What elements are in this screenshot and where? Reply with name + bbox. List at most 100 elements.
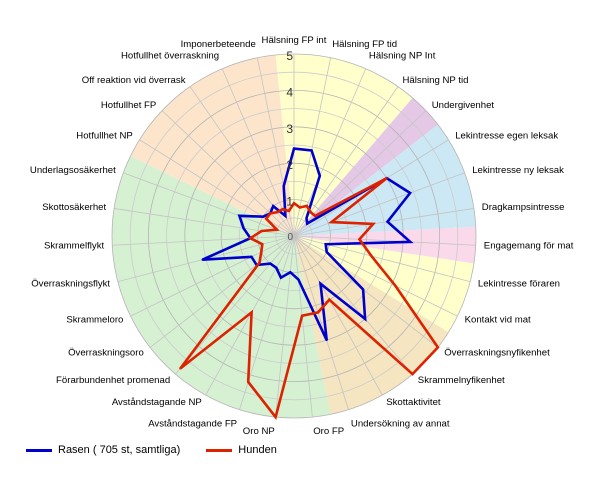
series-1-point-27 [269,212,272,215]
category-label-2: Hälsning NP Int [369,50,436,61]
series-0-point-8 [409,241,412,243]
series-1-point-20 [258,261,261,264]
series-1-point-3 [309,211,312,214]
series-0-point-21 [250,255,253,258]
series-0-point-9 [324,243,327,246]
category-label-22: Överraskningsflykt [31,279,110,290]
category-label-19: Förarbundenhet promenad [56,375,170,386]
series-1-point-16 [274,416,277,418]
series-line-0 [201,147,414,341]
grid-spoke-15 [293,235,313,418]
series-1-point-10 [394,284,397,287]
category-label-18: Avståndstagande NP [112,397,202,408]
category-label-7: Dragkampsintresse [482,202,565,213]
series-0-point-2 [318,174,321,177]
grid-spoke-21 [130,235,295,317]
series-1-point-9 [370,255,373,257]
series-0-point-4 [306,222,309,225]
grid-spoke-7 [293,208,474,237]
series-1-point-21 [260,251,263,253]
series-1-point-29 [281,208,284,211]
grid-spoke-23 [112,235,295,246]
grid-spoke-13 [293,235,383,396]
grid-spoke-20 [149,235,295,348]
category-label-1: Hälsning FP tid [332,39,397,50]
series-0-point-17 [280,276,282,279]
series-1-point-19 [179,367,182,370]
grid-spoke-6 [293,172,465,237]
series-1-point-2 [306,205,308,207]
category-label-23: Skrammelflykt [44,241,105,252]
series-1-point-4 [314,215,316,217]
legend-swatch-series-0 [26,448,52,452]
series-0-point-18 [275,266,278,269]
category-label-11: Överraskningsnyfikenhet [444,347,550,358]
legend-item-series-1: Hunden [206,444,277,456]
grid-spoke-19 [175,235,295,375]
grid-spoke-2 [293,68,367,237]
grid-spoke-8 [293,235,476,246]
grid-spoke-27 [161,110,295,237]
series-1-point-7 [372,223,375,225]
series-1-point-0 [293,202,295,205]
series-1-point-11 [437,346,439,349]
series-line-1 [179,177,440,420]
radial-tick-0: 0 [287,232,293,243]
category-label-3: Hälsning NP tid [403,75,469,86]
series-0-point-30 [282,185,285,188]
background-sector-6 [112,155,331,418]
series-0-point-22 [201,258,204,261]
series-0-point-16 [289,271,292,274]
grid-spoke-18 [205,235,295,396]
radial-tick-2: 2 [286,158,293,172]
series-1-point-6 [330,221,333,224]
series-1-point-18 [250,311,253,314]
series-0-point-15 [297,278,300,281]
series-0-point-25 [238,214,241,217]
category-label-13: Skottaktivitet [386,397,441,408]
category-label-6: Lekintresse ny leksak [472,165,564,176]
category-label-15: Oro FP [313,426,344,437]
grid-spoke-30 [256,57,295,237]
category-label-27: Hotfullhet FP [101,100,156,111]
series-0-point-24 [242,227,245,230]
series-0-point-19 [269,262,272,265]
series-0-point-10 [325,251,328,253]
legend-swatch-series-1 [206,448,233,452]
category-label-8: Engagemang för mat [484,241,574,252]
category-label-5: Lekintresse egen leksak [455,131,558,142]
legend-label-series-1: Hunden [238,444,277,456]
category-label-14: Undersökning av annat [351,418,450,429]
category-label-24: Skottosäkerhet [42,202,106,213]
category-label-28: Off reaktion vid överrask [82,75,186,86]
series-0-point-0 [293,147,295,150]
series-1-point-8 [358,238,361,241]
series-1-point-28 [276,211,279,214]
series-0-point-28 [272,205,275,208]
category-label-4: Undergivenhet [432,100,495,111]
category-label-20: Överraskningsoro [68,347,144,358]
series-0-point-11 [362,288,364,291]
radial-tick-4: 4 [286,85,293,99]
grid-spoke-12 [293,235,413,375]
series-1-point-25 [276,228,278,231]
category-label-17: Avståndstagande FP [148,418,237,429]
grid-spoke-9 [293,235,471,283]
series-0-point-6 [409,192,411,194]
category-label-30: Imponerbeteende [181,39,256,50]
series-1-point-24 [260,230,263,232]
series-0-point-26 [262,215,264,218]
series-1-point-26 [265,217,268,220]
series-1-point-30 [288,210,290,212]
radial-tick-5: 5 [286,49,293,63]
series-0-point-1 [310,149,313,152]
series-1-point-15 [301,314,303,317]
grid-spoke-10 [293,235,458,317]
series-0-point-3 [305,217,308,220]
series-0-point-7 [386,220,389,223]
background-sector-0 [275,54,413,237]
series-0-point-14 [325,339,328,342]
series-1-point-13 [328,298,331,301]
